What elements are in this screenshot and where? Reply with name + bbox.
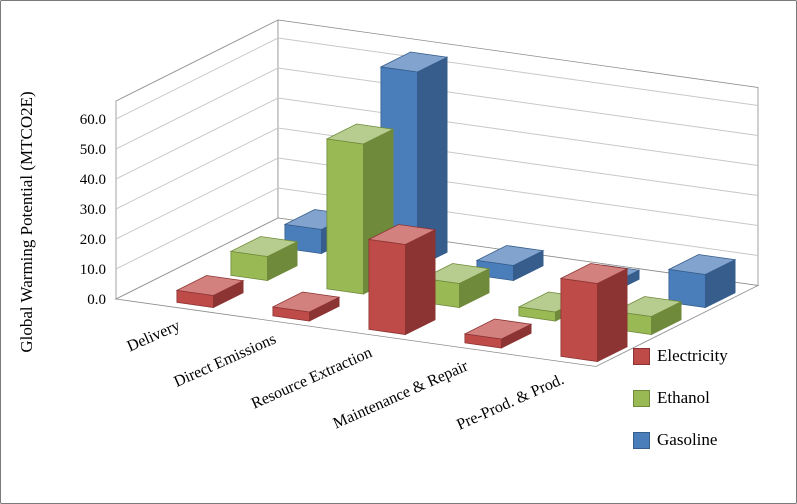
gridlines	[115, 37, 759, 270]
legend-label-ethanol: Ethanol	[657, 388, 710, 407]
legend-swatch-ethanol	[633, 389, 650, 407]
y-tick-label: 40.0	[80, 172, 106, 188]
legend-label-electricity: Electricity	[657, 346, 728, 365]
legend-item-electricity: Electricity	[633, 335, 728, 377]
legend-swatch-electricity	[633, 347, 650, 365]
legend-label-gasoline: Gasoline	[657, 430, 718, 449]
series-electricity	[175, 224, 629, 363]
legend-swatch-gasoline	[633, 431, 650, 449]
chart-legend: Electricity Ethanol Gasoline	[633, 335, 728, 461]
y-axis-labels: 0.0 10.0 20.0 30.0 40.0 50.0 60.0	[80, 112, 106, 308]
y-axis-title: Global Warming Potential (MTCO2E)	[17, 91, 36, 353]
y-tick-label: 50.0	[80, 142, 106, 158]
legend-item-ethanol: Ethanol	[633, 377, 728, 419]
x-tick-label: Resource Extraction	[249, 344, 375, 412]
y-tick-label: 60.0	[80, 112, 106, 128]
legend-item-gasoline: Gasoline	[633, 419, 728, 461]
y-tick-label: 20.0	[80, 232, 106, 248]
y-tick-label: 10.0	[80, 262, 106, 278]
y-tick-label: 0.0	[87, 292, 106, 308]
x-tick-label: Direct Emissions	[171, 331, 278, 391]
y-tick-label: 30.0	[80, 202, 106, 218]
x-tick-label: Delivery	[125, 317, 183, 355]
x-tick-label: Pre-Prod. & Prod.	[454, 371, 566, 434]
